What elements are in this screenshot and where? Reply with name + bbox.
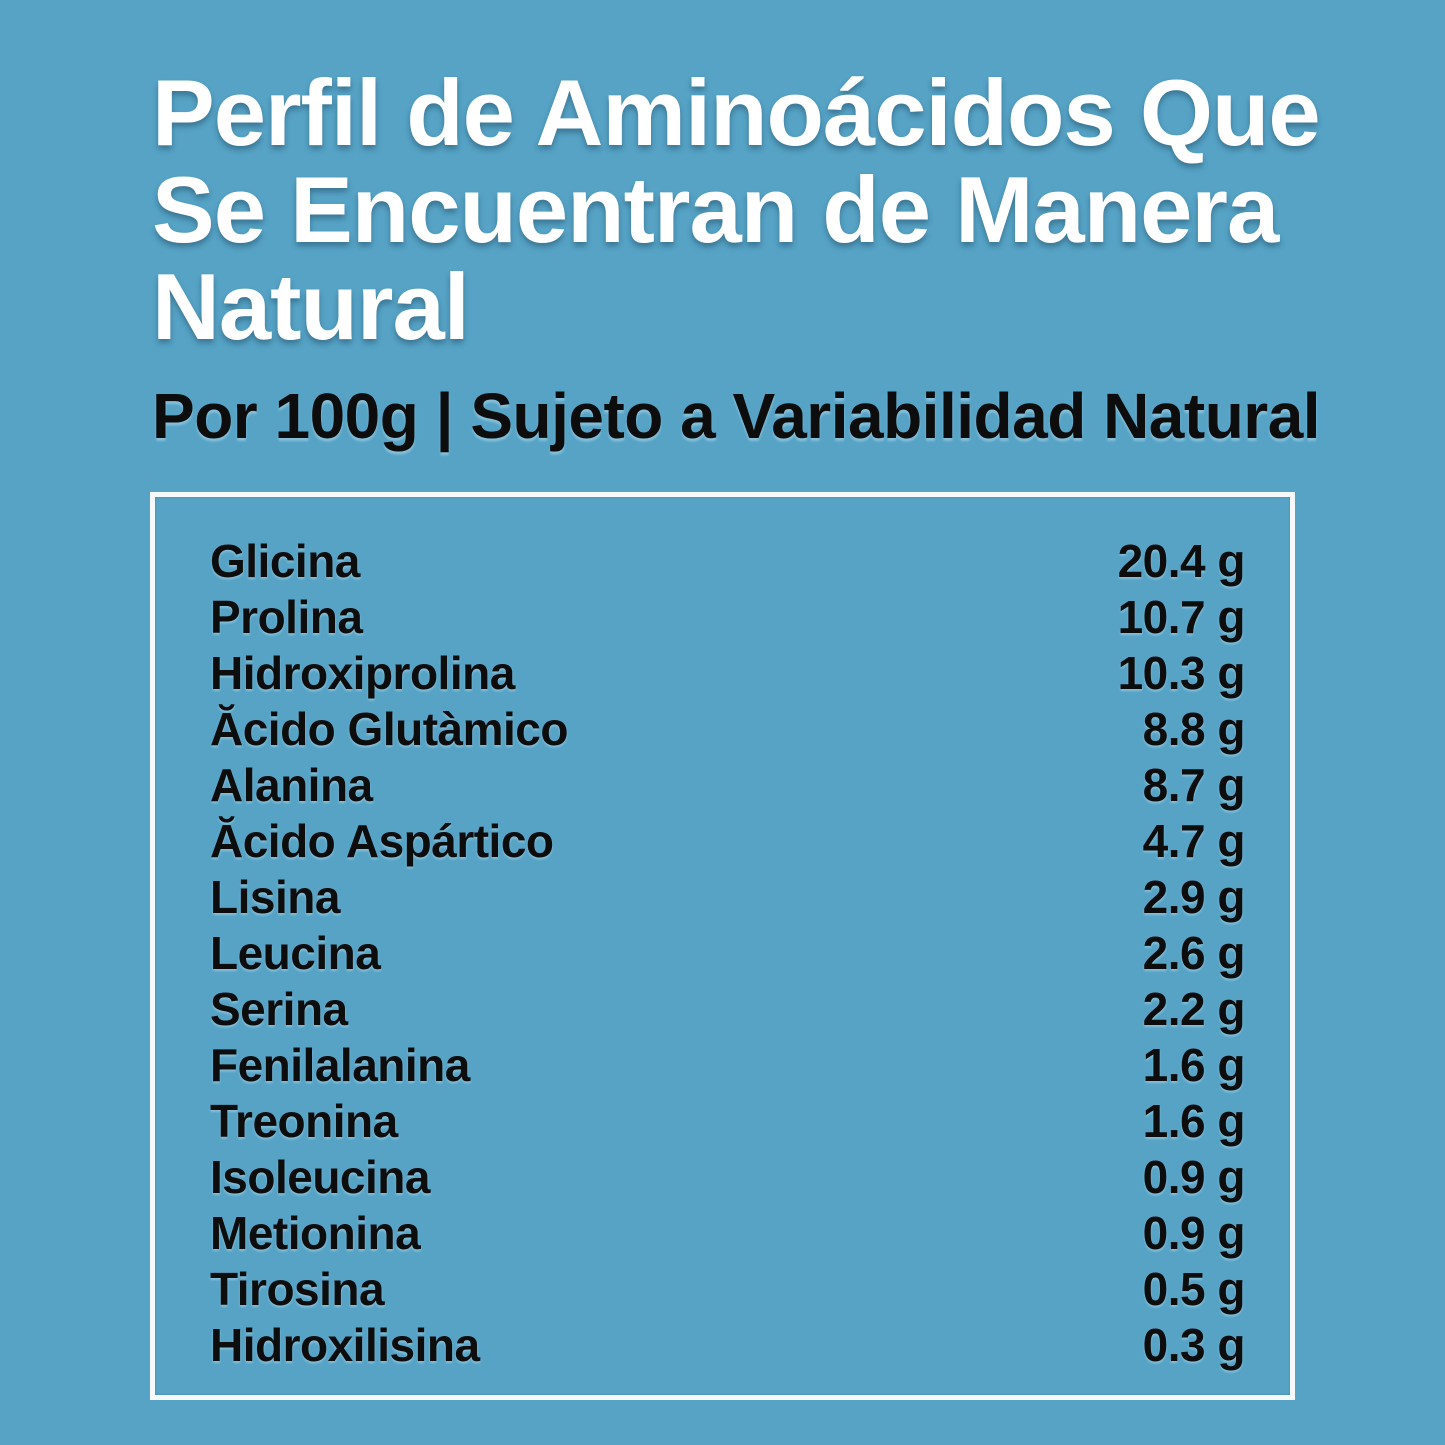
amino-acid-value: 1.6 g <box>1142 1095 1246 1147</box>
page-title-line-2: Se Encuentran de Manera <box>152 157 1279 262</box>
amino-acid-value: 2.2 g <box>1142 983 1246 1035</box>
table-row: Hidroxilisina 0.3 g <box>210 1317 1246 1373</box>
table-row: Tirosina 0.5 g <box>210 1261 1246 1317</box>
table-row: Ăcido Glutàmico 8.8 g <box>210 701 1246 757</box>
table-row: Lisina 2.9 g <box>210 869 1246 925</box>
table-row: Alanina 8.7 g <box>210 757 1246 813</box>
table-row: Hidroxiprolina 10.3 g <box>210 645 1246 701</box>
amino-acid-name: Serina <box>210 983 348 1035</box>
amino-acid-value: 8.7 g <box>1142 759 1246 811</box>
amino-acid-name: Tirosina <box>210 1263 385 1315</box>
amino-acid-name: Treonina <box>210 1095 398 1147</box>
amino-acid-table: Glicina 20.4 g Prolina 10.7 g Hidroxipro… <box>150 492 1295 1400</box>
amino-acid-name: Leucina <box>210 927 381 979</box>
page-title: Perfil de Aminoácidos Que Se Encuentran … <box>152 60 1321 359</box>
amino-acid-name: Fenilalanina <box>210 1039 470 1091</box>
table-row: Glicina 20.4 g <box>210 533 1246 589</box>
amino-acid-value: 2.9 g <box>1142 871 1246 923</box>
amino-acid-value: 0.9 g <box>1142 1207 1246 1259</box>
amino-acid-value: 0.5 g <box>1142 1263 1246 1315</box>
table-row: Metionina 0.9 g <box>210 1205 1246 1261</box>
amino-acid-value: 4.7 g <box>1142 815 1246 867</box>
amino-acid-value: 2.6 g <box>1142 927 1246 979</box>
page-title-line-1: Perfil de Aminoácidos Que <box>152 60 1321 165</box>
amino-acid-value: 0.9 g <box>1142 1151 1246 1203</box>
table-row: Treonina 1.6 g <box>210 1093 1246 1149</box>
table-row: Fenilalanina 1.6 g <box>210 1037 1246 1093</box>
serving-subtitle: Por 100g | Sujeto a Variabilidad Natural <box>152 380 1321 452</box>
amino-acid-name: Prolina <box>210 591 363 643</box>
amino-acid-value: 20.4 g <box>1117 535 1246 587</box>
table-row: Leucina 2.6 g <box>210 925 1246 981</box>
table-row: Serina 2.2 g <box>210 981 1246 1037</box>
amino-acid-value: 8.8 g <box>1142 703 1246 755</box>
amino-acid-value: 1.6 g <box>1142 1039 1246 1091</box>
table-row: Isoleucina 0.9 g <box>210 1149 1246 1205</box>
amino-acid-name: Glicina <box>210 535 360 587</box>
page-title-line-3: Natural <box>152 254 470 359</box>
amino-acid-name: Ăcido Aspártico <box>210 815 554 867</box>
amino-acid-value: 10.3 g <box>1117 647 1246 699</box>
amino-acid-name: Hidroxilisina <box>210 1319 480 1371</box>
amino-acid-value: 0.3 g <box>1142 1319 1246 1371</box>
amino-acid-name: Isoleucina <box>210 1151 430 1203</box>
amino-acid-name: Lisina <box>210 871 340 923</box>
amino-acid-value: 10.7 g <box>1117 591 1246 643</box>
amino-acid-name: Ăcido Glutàmico <box>210 703 568 755</box>
amino-acid-name: Hidroxiprolina <box>210 647 515 699</box>
amino-acid-name: Alanina <box>210 759 373 811</box>
table-row: Prolina 10.7 g <box>210 589 1246 645</box>
table-row: Ăcido Aspártico 4.7 g <box>210 813 1246 869</box>
amino-acid-name: Metionina <box>210 1207 421 1259</box>
